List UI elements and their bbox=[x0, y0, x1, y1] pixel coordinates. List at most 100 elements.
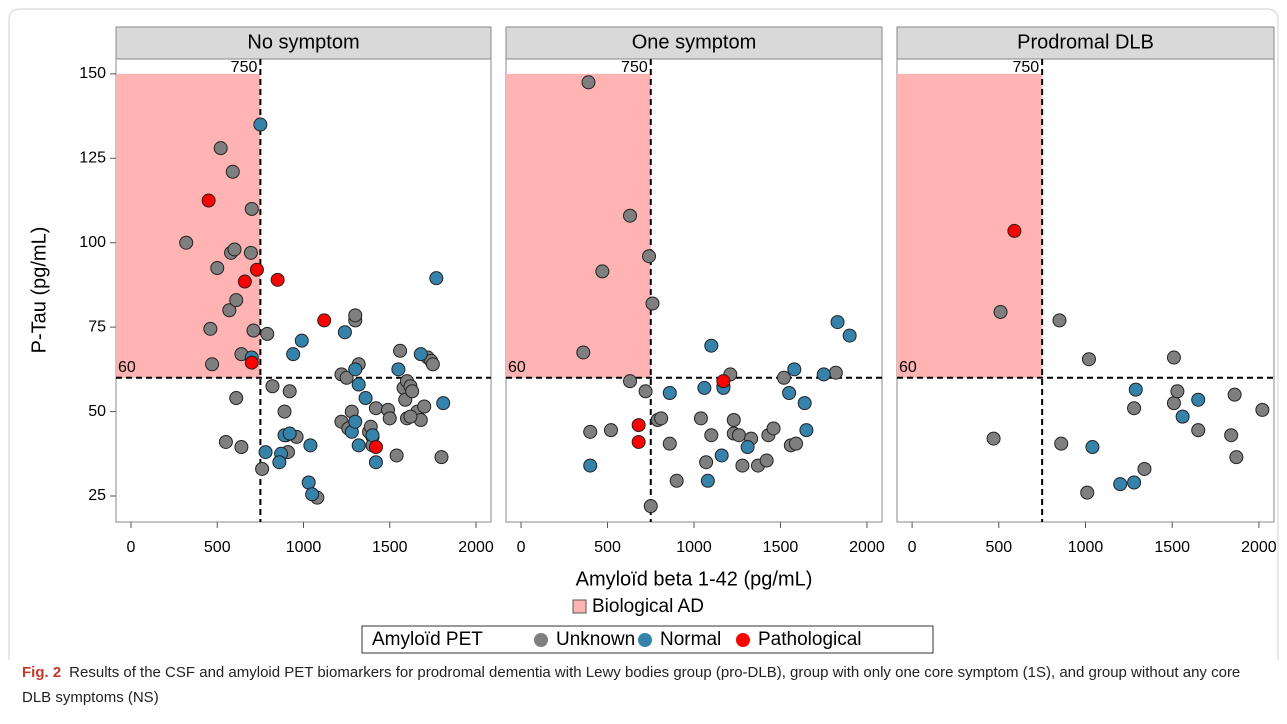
point bbox=[382, 411, 397, 426]
point bbox=[654, 411, 669, 426]
legend-marker bbox=[638, 633, 652, 647]
caption-text: Results of the CSF and amyloid PET bioma… bbox=[22, 664, 1241, 706]
x-tick-label: 2000 bbox=[849, 539, 885, 556]
legend-label: Pathological bbox=[758, 629, 862, 650]
y-axis-label: P-Tau (pg/mL) bbox=[28, 227, 50, 354]
point bbox=[425, 357, 440, 372]
legend-box bbox=[361, 625, 934, 654]
x-tick-label: 1000 bbox=[1068, 539, 1104, 556]
point bbox=[348, 308, 363, 323]
legend-title: Amyloïd PET bbox=[372, 629, 483, 650]
y-tick-label: 50 bbox=[88, 403, 106, 420]
legend-label: Normal bbox=[660, 629, 721, 650]
point bbox=[714, 448, 729, 463]
panel-strip bbox=[115, 26, 492, 60]
point bbox=[294, 333, 309, 348]
y-tick-label: 150 bbox=[79, 65, 106, 82]
point bbox=[405, 384, 420, 399]
point bbox=[583, 458, 598, 473]
point bbox=[787, 362, 802, 377]
x-tick-label: 1500 bbox=[372, 539, 408, 556]
point bbox=[631, 434, 646, 449]
point bbox=[255, 461, 270, 476]
point bbox=[1081, 352, 1096, 367]
threshold-label: 60 bbox=[508, 359, 526, 376]
point bbox=[740, 440, 755, 455]
point bbox=[581, 75, 596, 90]
point bbox=[986, 431, 1001, 446]
point bbox=[735, 458, 750, 473]
point bbox=[704, 338, 719, 353]
point bbox=[429, 271, 444, 286]
point bbox=[782, 385, 797, 400]
point bbox=[1227, 387, 1242, 402]
point bbox=[272, 455, 287, 470]
point bbox=[623, 208, 638, 223]
point bbox=[225, 164, 240, 179]
point bbox=[1127, 475, 1142, 490]
point bbox=[576, 345, 591, 360]
point bbox=[1007, 223, 1022, 238]
point bbox=[246, 323, 261, 338]
point bbox=[434, 450, 449, 465]
point bbox=[286, 347, 301, 362]
point bbox=[704, 428, 719, 443]
point bbox=[258, 445, 273, 460]
point bbox=[205, 357, 220, 372]
point bbox=[776, 370, 791, 385]
point bbox=[828, 365, 843, 380]
shaded-region bbox=[506, 73, 651, 378]
point bbox=[697, 380, 712, 395]
threshold-label: 750 bbox=[231, 59, 258, 76]
point bbox=[260, 326, 275, 341]
point bbox=[348, 362, 363, 377]
point bbox=[389, 448, 404, 463]
x-tick-label: 0 bbox=[127, 539, 136, 556]
y-tick-label: 25 bbox=[88, 487, 106, 504]
point bbox=[277, 404, 292, 419]
point bbox=[243, 245, 258, 260]
point bbox=[731, 428, 746, 443]
point bbox=[693, 411, 708, 426]
point bbox=[816, 367, 831, 382]
point bbox=[270, 272, 285, 287]
point bbox=[1191, 423, 1206, 438]
x-tick-label: 1000 bbox=[286, 539, 322, 556]
point bbox=[351, 377, 366, 392]
y-tick-label: 100 bbox=[79, 234, 106, 251]
x-tick-label: 0 bbox=[517, 539, 526, 556]
point bbox=[203, 321, 218, 336]
point bbox=[253, 117, 268, 132]
point bbox=[227, 242, 242, 257]
point bbox=[1224, 428, 1239, 443]
point bbox=[1191, 392, 1206, 407]
point bbox=[669, 473, 684, 488]
point bbox=[210, 261, 225, 276]
point bbox=[716, 374, 731, 389]
point bbox=[201, 193, 216, 208]
point bbox=[1166, 350, 1181, 365]
point bbox=[368, 401, 383, 416]
point bbox=[643, 499, 658, 514]
point bbox=[797, 396, 812, 411]
point bbox=[595, 264, 610, 279]
frame bbox=[8, 8, 1279, 660]
point bbox=[1137, 461, 1152, 476]
point bbox=[1128, 382, 1143, 397]
point bbox=[993, 304, 1008, 319]
shaded-region bbox=[116, 73, 261, 378]
point bbox=[237, 274, 252, 289]
point bbox=[603, 423, 618, 438]
point bbox=[229, 391, 244, 406]
shaded-region bbox=[897, 73, 1043, 378]
point bbox=[642, 249, 657, 264]
point bbox=[1229, 450, 1244, 465]
point bbox=[218, 434, 233, 449]
point bbox=[789, 436, 804, 451]
point bbox=[179, 235, 194, 250]
point bbox=[638, 384, 653, 399]
x-tick-label: 500 bbox=[594, 539, 621, 556]
x-tick-label: 1000 bbox=[676, 539, 712, 556]
point bbox=[417, 399, 432, 414]
